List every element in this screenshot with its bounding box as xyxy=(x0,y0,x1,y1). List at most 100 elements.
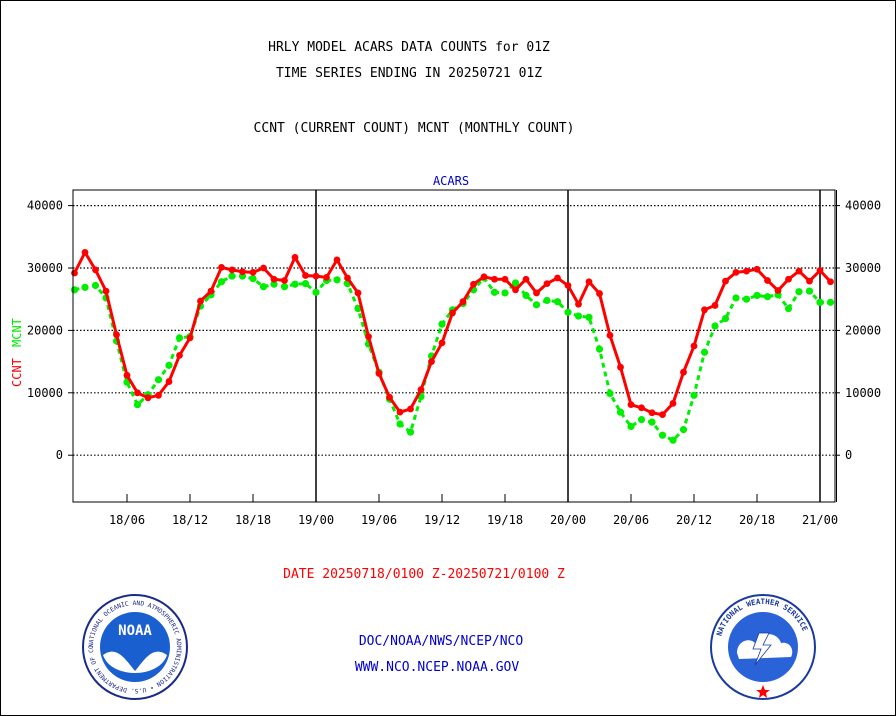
ccnt-point xyxy=(806,277,813,285)
x-tick-label: 19/06 xyxy=(361,513,397,527)
noaa-logo-text: NOAA xyxy=(118,623,152,639)
ccnt-point xyxy=(501,275,509,283)
ccnt-point xyxy=(753,265,761,273)
ccnt-point xyxy=(606,331,614,339)
ylabel-mcnt: MCNT xyxy=(10,318,24,347)
ccnt-point xyxy=(564,282,572,289)
ccnt-point xyxy=(575,300,582,308)
y-tick-label-left: 40000 xyxy=(27,199,63,213)
ccnt-point xyxy=(690,342,698,350)
ccnt-point xyxy=(71,269,78,277)
mcnt-point xyxy=(406,428,415,436)
ccnt-point xyxy=(722,277,729,285)
y-tick-label-left: 0 xyxy=(56,448,63,462)
y-tick-label-right: 10000 xyxy=(845,386,881,400)
ccnt-point xyxy=(375,370,383,377)
mcnt-point xyxy=(270,280,278,288)
mcnt-point xyxy=(574,312,583,320)
ccnt-point xyxy=(617,363,624,371)
org-path[interactable]: DOC/NOAA/NWS/NCEP/NCO xyxy=(358,634,524,649)
ccnt-point xyxy=(585,278,593,286)
ccnt-point xyxy=(449,309,456,317)
x-tick-label: 21/00 xyxy=(802,513,838,527)
mcnt-point xyxy=(280,283,289,291)
mcnt-point xyxy=(217,278,226,286)
ccnt-point xyxy=(491,275,498,283)
ccnt-point xyxy=(218,263,225,271)
ccnt-point xyxy=(207,287,215,295)
mcnt-point xyxy=(438,320,446,328)
mcnt-point xyxy=(690,391,698,399)
ccnt-point xyxy=(270,275,278,283)
mcnt-point xyxy=(627,422,635,431)
ccnt-point xyxy=(816,267,824,274)
mcnt-point xyxy=(312,288,320,296)
ccnt-point xyxy=(228,266,236,274)
date-range: DATE 20250718/0100 Z-20250721/0100 Z xyxy=(283,567,565,582)
ccnt-point xyxy=(354,289,362,297)
mcnt-point xyxy=(396,420,404,428)
mcnt-point xyxy=(165,361,173,369)
ccnt-series xyxy=(71,249,834,419)
mcnt-point xyxy=(816,298,824,306)
grid-lines xyxy=(73,205,835,456)
mcnt-point xyxy=(133,401,142,409)
ccnt-point xyxy=(533,289,540,297)
ccnt-point xyxy=(417,386,425,394)
ccnt-point xyxy=(659,411,666,419)
website-link[interactable]: WWW.NCO.NCEP.NOAA.GOV xyxy=(354,660,520,675)
x-tick-label: 19/12 xyxy=(424,513,460,527)
ccnt-point xyxy=(396,408,404,416)
ccnt-point xyxy=(438,339,446,347)
noaa-logo: NOAA NATIONAL OCEANIC AND ATMOSPHERIC AD… xyxy=(81,593,188,700)
mcnt-point xyxy=(585,313,593,321)
mcnt-point xyxy=(553,298,562,306)
y-tick-label-right: 30000 xyxy=(845,261,881,275)
ccnt-point xyxy=(554,274,561,282)
ccnt-point xyxy=(323,273,330,281)
ccnt-point xyxy=(333,256,341,264)
mcnt-point xyxy=(784,304,793,313)
mcnt-point xyxy=(501,289,509,297)
mcnt-point xyxy=(658,431,667,439)
ccnt-point xyxy=(627,401,635,409)
ccnt-point xyxy=(92,266,99,274)
ccnt-point xyxy=(543,280,551,287)
x-tick-label: 19/00 xyxy=(298,513,334,527)
plot-frame xyxy=(72,189,836,503)
ccnt-point xyxy=(701,306,708,314)
x-tick-labels: 18/06 18/12 18/18 19/00 19/06 19/12 19/18 20/00… xyxy=(109,494,838,527)
mcnt-point xyxy=(669,436,677,444)
mcnt-point xyxy=(70,286,79,294)
ccnt-point xyxy=(113,331,120,339)
ccnt-point xyxy=(123,371,131,379)
ccnt-point xyxy=(281,277,288,284)
y-axis-labels: CCNT MCNT xyxy=(7,301,31,401)
x-tick-label: 20/00 xyxy=(550,513,586,527)
mcnt-point xyxy=(805,287,814,295)
ccnt-point xyxy=(459,298,467,306)
ccnt-point xyxy=(260,264,267,272)
mcnt-point xyxy=(721,314,730,323)
ccnt-point xyxy=(249,268,257,276)
mcnt-point xyxy=(522,291,530,300)
mcnt-point xyxy=(595,345,604,353)
y-tick-label-right: 0 xyxy=(845,448,852,462)
ccnt-point xyxy=(795,267,803,275)
mcnt-point xyxy=(648,418,656,426)
mcnt-point xyxy=(564,308,572,316)
ccnt-point xyxy=(102,287,110,295)
ccnt-point xyxy=(743,267,750,275)
mcnt-point xyxy=(763,293,772,301)
ccnt-point xyxy=(827,278,834,286)
mcnt-point xyxy=(606,389,614,398)
ccnt-point xyxy=(144,394,152,402)
mcnt-point xyxy=(249,275,257,283)
y-tick-labels: 40000 40000 30000 30000 20000 20000 10000 10000… xyxy=(27,199,881,463)
mcnt-point xyxy=(333,276,341,284)
ccnt-point xyxy=(239,268,246,276)
x-tick-label: 18/06 xyxy=(109,513,145,527)
ccnt-point xyxy=(155,391,162,399)
y-tick-label-left: 20000 xyxy=(27,323,63,337)
